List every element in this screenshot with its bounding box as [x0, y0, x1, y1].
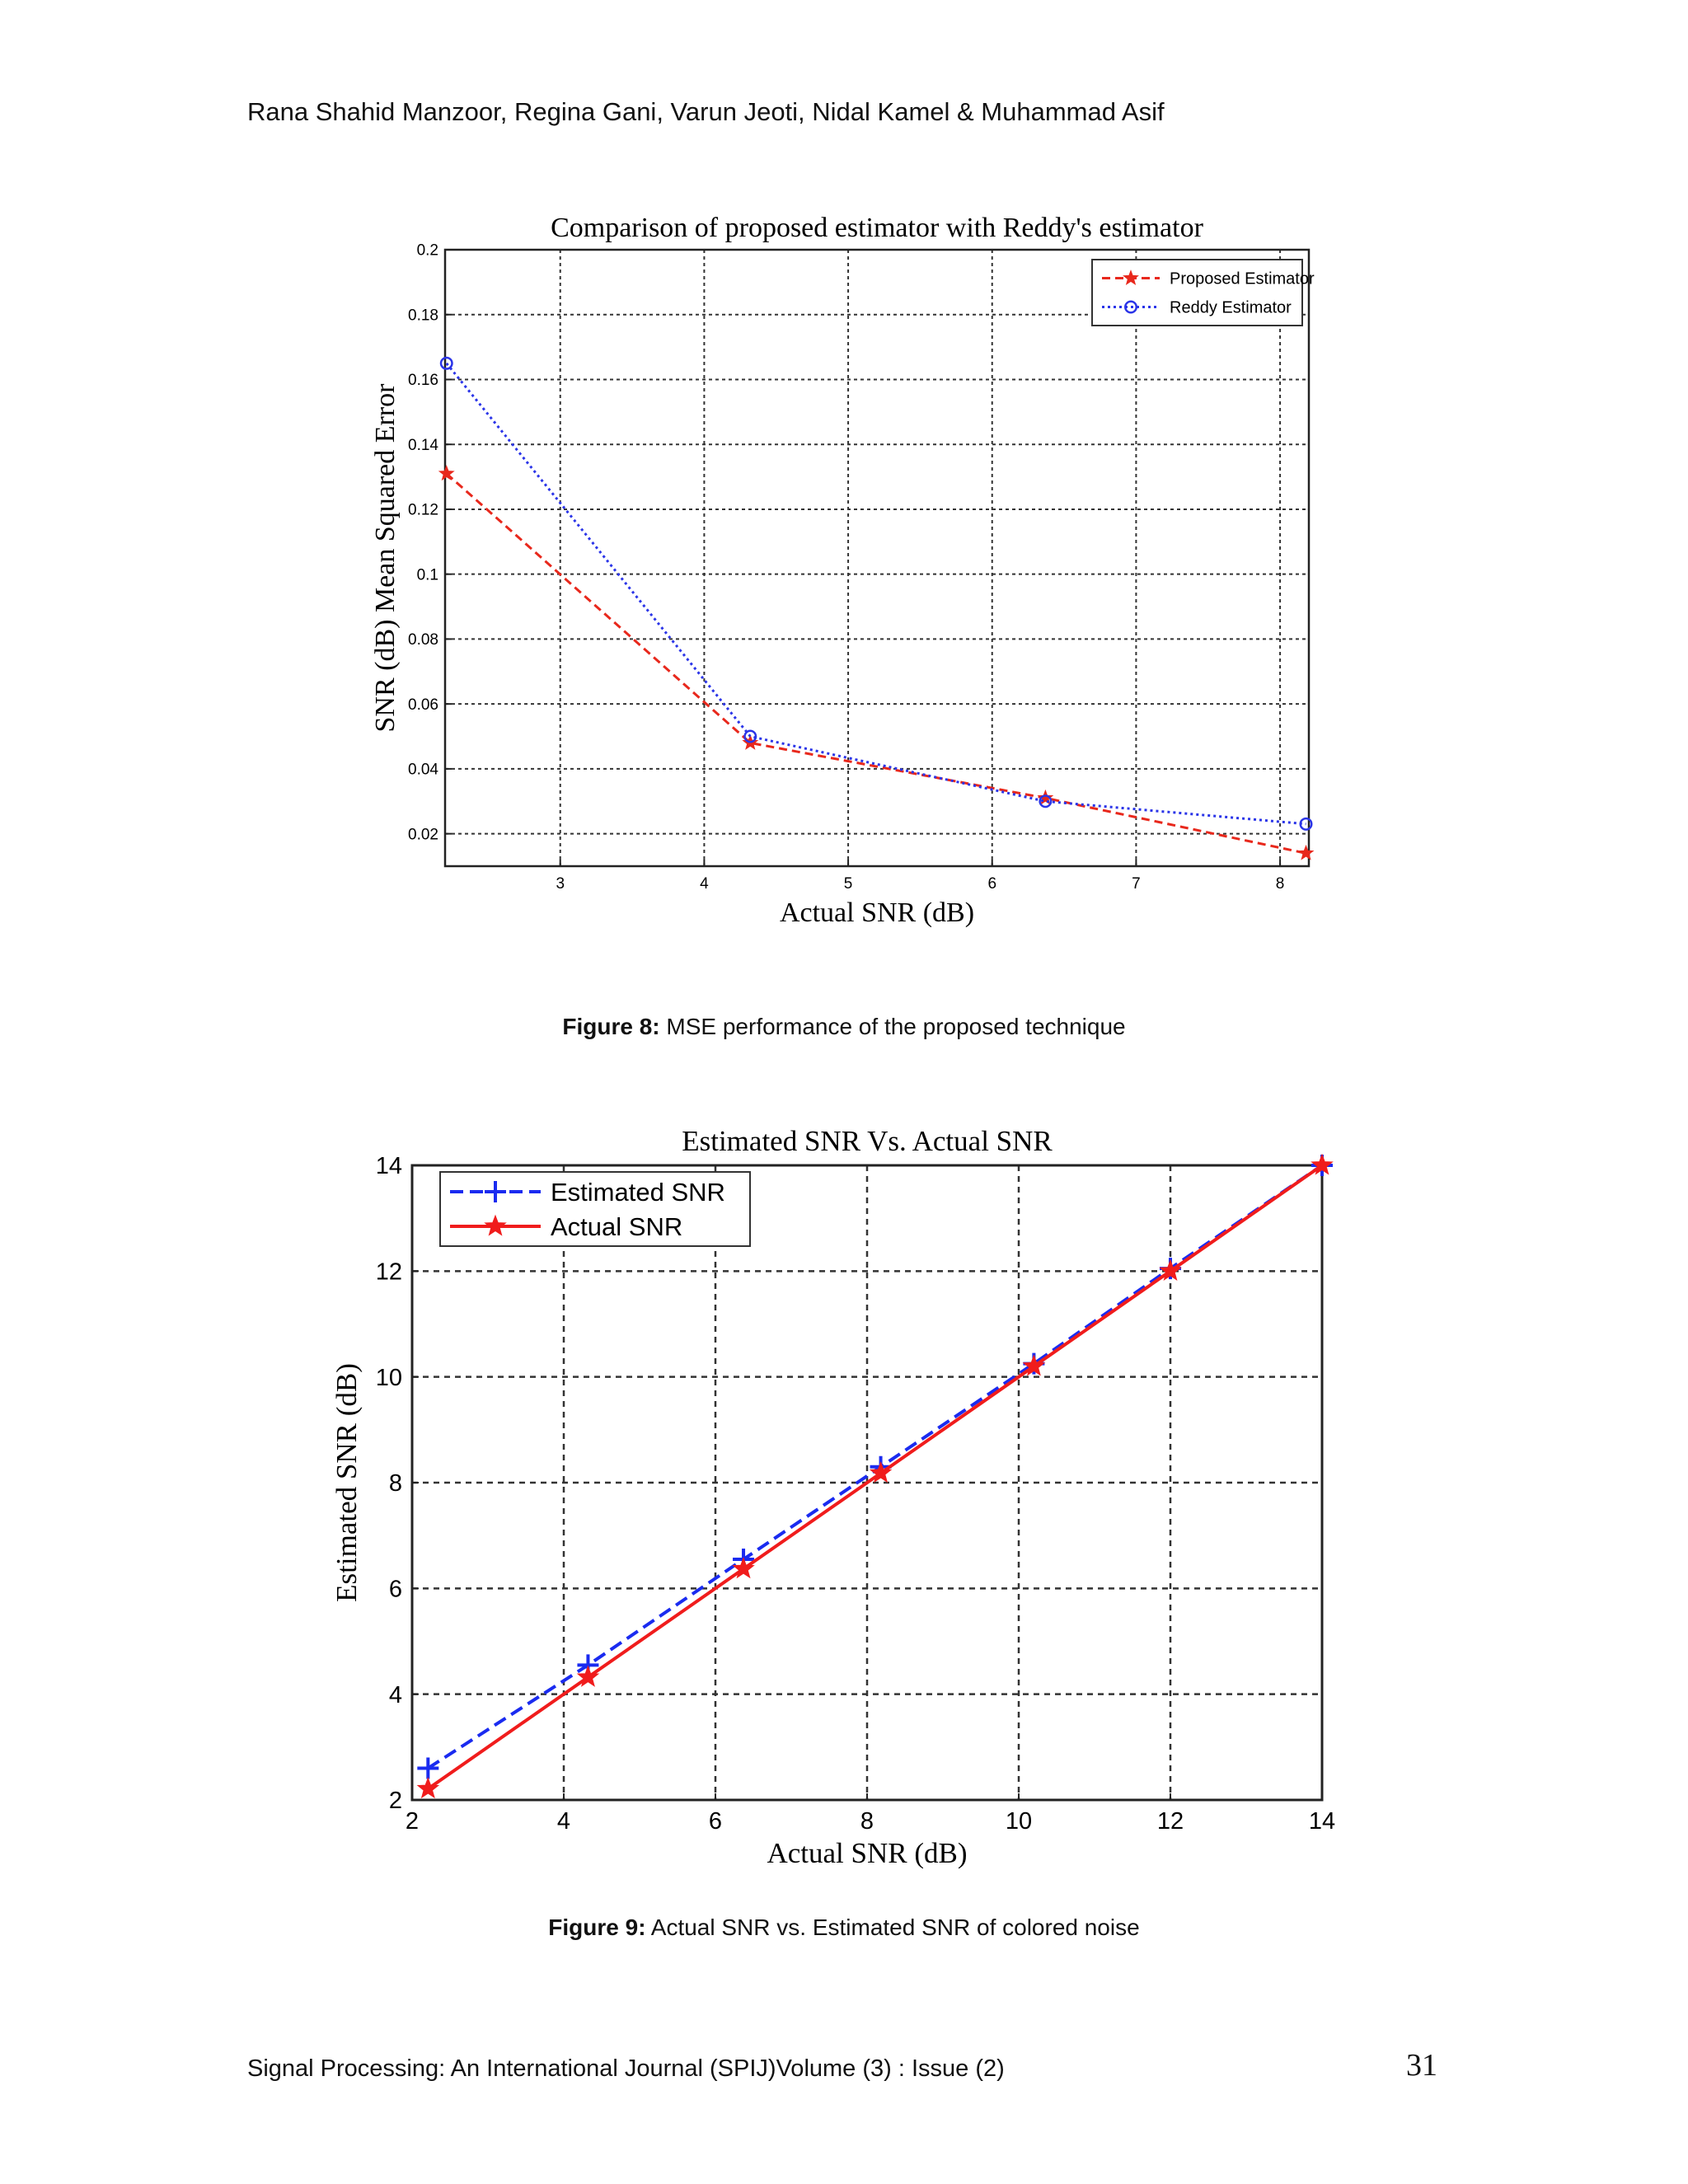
- chart1-y-tick-label: 10: [376, 1365, 402, 1391]
- figure-8-caption-text: MSE performance of the proposed techniqu…: [659, 1014, 1126, 1039]
- chart1-series-2-point: [576, 1665, 600, 1687]
- chart1-x-tick-label: 10: [1006, 1808, 1032, 1835]
- chart0-series-2-point: [1039, 794, 1053, 808]
- chart1-series-2-point: [1022, 1354, 1046, 1376]
- chart0-y-tick-label: 0.02: [408, 826, 438, 843]
- chart1-series-2-point: [416, 1777, 440, 1799]
- chart0-x-tick-label: 3: [556, 875, 565, 893]
- chart0-x-tick-label: 4: [700, 875, 709, 893]
- chart1-title: Estimated SNR Vs. Actual SNR: [682, 1125, 1053, 1157]
- chart0-series-1-point: [1037, 789, 1054, 805]
- chart0-y-tick-label: 0.08: [408, 631, 438, 649]
- chart0-y-tick-label: 0.1: [417, 566, 438, 583]
- chart0-y-tick-label: 0.14: [408, 437, 438, 454]
- figure-9-caption: Figure 9: Actual SNR vs. Estimated SNR o…: [0, 1915, 1688, 1941]
- chart1-series-2-point: [1159, 1258, 1182, 1282]
- chart0-plot-area: [445, 250, 1309, 866]
- chart0-series-2-point: [743, 729, 757, 743]
- chart1-x-axis-label: Actual SNR (dB): [767, 1837, 967, 1869]
- chart0-series-line-1: [445, 472, 1306, 855]
- chart1-legend-box: [439, 1171, 751, 1247]
- chart0-legend-box: [1091, 259, 1303, 326]
- chart1-series-2-point: [869, 1461, 893, 1483]
- chart1-legend-marker-1: [485, 1181, 506, 1202]
- chart0-series-2-point: [439, 356, 453, 370]
- figure-9-caption-label: Figure 9:: [548, 1915, 646, 1940]
- chart0-series-1-point: [1297, 844, 1315, 860]
- chart1-y-axis-label: Estimated SNR (dB): [331, 1363, 363, 1602]
- chart1-series-2-point: [732, 1557, 755, 1579]
- chart0-y-axis-label: SNR (dB) Mean Squared Error: [370, 383, 401, 733]
- chart0-title: Comparison of proposed estimator with Re…: [551, 213, 1203, 243]
- figure-9-chart: 2 4 6 8 10 12 14 2 4 6 8 10 12 14 Estimated SNR Vs. Ac…: [331, 1125, 1335, 1869]
- running-header: Rana Shahid Manzoor, Regina Gani, Varun …: [247, 97, 1165, 126]
- chart0-series-1-point: [438, 465, 455, 481]
- chart1-x-tick-label: 12: [1157, 1808, 1184, 1835]
- chart1-y-tick-label: 14: [376, 1153, 402, 1179]
- chart0-x-axis-label: Actual SNR (dB): [780, 898, 974, 928]
- chart1-y-tick-label: 2: [389, 1788, 402, 1814]
- chart1-y-tick-label: 4: [389, 1682, 402, 1708]
- chart1-y-tick-label: 6: [389, 1576, 402, 1602]
- footer-journal: Signal Processing: An International Jour…: [247, 2055, 1005, 2082]
- chart1-y-tick-label: 12: [376, 1258, 402, 1285]
- chart0-x-tick-label: 8: [1276, 875, 1285, 893]
- chart1-x-tick-label: 8: [860, 1808, 874, 1835]
- figure-8-caption-label: Figure 8:: [562, 1014, 660, 1039]
- chart1-x-tick-label: 6: [709, 1808, 722, 1835]
- chart1-legend-label-2: Actual SNR: [551, 1212, 682, 1241]
- chart0-legend-label-1: Proposed Estimator: [1170, 270, 1315, 288]
- chart0-y-tick-label: 0.06: [408, 696, 438, 714]
- chart0-y-tick-label: 0.18: [408, 307, 438, 324]
- chart1-series-2-point: [1311, 1153, 1334, 1175]
- chart1-y-tick-label: 8: [389, 1470, 402, 1497]
- page-number: 31: [1406, 2048, 1437, 2083]
- chart0-legend-marker-1: [1123, 269, 1139, 285]
- figure-8-chart: 3 4 5 6 7 8 0.02 0.04 0.06 0.08 0.1 0.12 0.14 0.16 0.1…: [370, 213, 1315, 928]
- chart0-x-tick-label: 6: [987, 875, 996, 893]
- chart1-x-tick-label: 14: [1309, 1808, 1335, 1835]
- chart0-legend-marker-2: [1124, 300, 1137, 314]
- chart0-y-tick-label: 0.16: [408, 372, 438, 389]
- chart0-x-tick-label: 7: [1132, 875, 1141, 893]
- chart0-x-tick-label: 5: [844, 875, 853, 893]
- chart1-series-1-point: [417, 1757, 439, 1779]
- figure-8-caption: Figure 8: MSE performance of the propose…: [0, 1014, 1688, 1040]
- chart0-legend-label-2: Reddy Estimator: [1170, 299, 1292, 317]
- chart0-y-tick-label: 0.04: [408, 762, 438, 779]
- chart0-y-tick-label: 0.2: [417, 242, 438, 260]
- chart1-legend-marker-2: [484, 1214, 507, 1236]
- chart0-axes-box: [443, 248, 1311, 868]
- chart1-legend-label-1: Estimated SNR: [551, 1178, 725, 1207]
- chart0-series-2-point: [1299, 817, 1313, 831]
- chart1-x-tick-label: 2: [406, 1808, 419, 1835]
- chart0-y-tick-label: 0.12: [408, 502, 438, 519]
- chart1-x-tick-label: 4: [557, 1808, 570, 1835]
- figure-9-caption-text: Actual SNR vs. Estimated SNR of colored …: [645, 1915, 1140, 1940]
